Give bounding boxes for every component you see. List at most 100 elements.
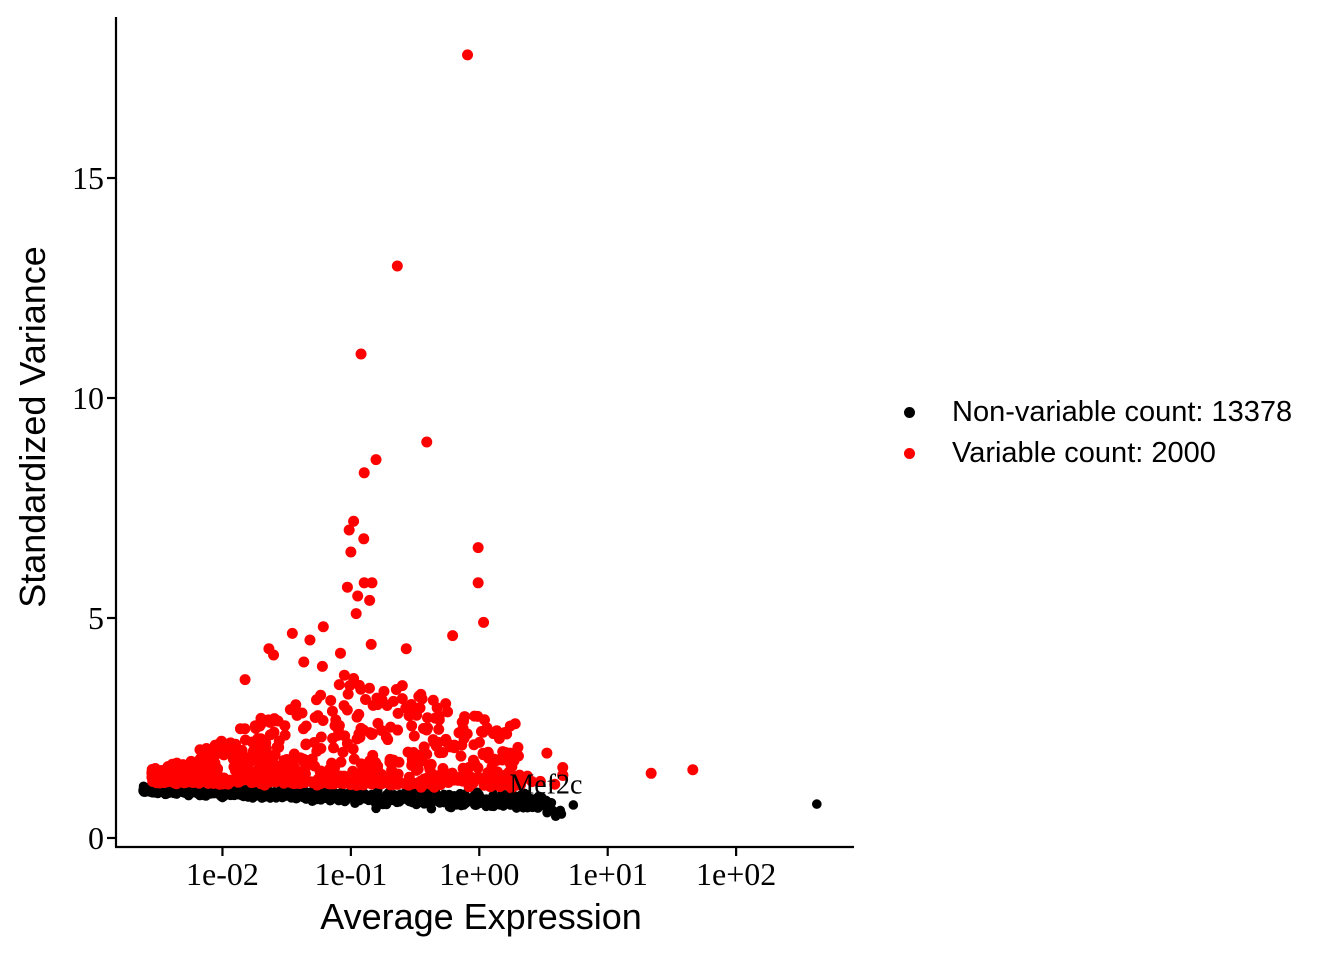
data-point-variable (367, 749, 379, 761)
data-point-variable (358, 577, 370, 589)
data-point-variable (462, 49, 474, 61)
data-point-non-variable (282, 790, 292, 801)
data-point-variable (304, 634, 316, 646)
data-point-non-variable (439, 797, 449, 808)
data-point-non-variable (215, 789, 226, 799)
data-point-variable (447, 630, 459, 642)
data-point-variable (171, 773, 183, 785)
data-point-non-variable (415, 797, 426, 808)
y-tick-label: 5 (88, 600, 104, 636)
data-point-variable (509, 771, 521, 783)
data-point-variable (512, 741, 524, 753)
data-point-variable (232, 776, 244, 788)
data-point-variable (328, 742, 340, 754)
data-point-variable (415, 781, 427, 793)
data-point-variable (284, 704, 296, 716)
data-point-variable (391, 260, 403, 272)
data-point-variable (350, 608, 362, 620)
y-tick-label: 10 (72, 380, 104, 416)
data-point-variable (239, 723, 251, 735)
data-point-variable (418, 741, 430, 753)
data-point-variable (244, 756, 256, 768)
data-point-variable (358, 467, 370, 479)
data-point-variable (351, 711, 363, 723)
data-point-variable (437, 762, 449, 774)
data-point-non-variable (498, 791, 508, 802)
data-point-variable (271, 774, 283, 786)
data-point-variable (207, 748, 219, 760)
data-point-variable (298, 656, 310, 668)
data-point-variable (367, 769, 379, 781)
data-point-variable (341, 737, 353, 749)
data-point-variable (368, 759, 380, 771)
data-point-variable (269, 749, 281, 761)
data-point-variable (472, 771, 484, 783)
x-tick-label: 1e-01 (314, 856, 387, 892)
data-point-variable (366, 728, 378, 740)
data-point-non-variable (474, 789, 484, 800)
data-point-non-variable (555, 805, 566, 816)
data-point-variable (248, 745, 260, 757)
data-point-non-variable (380, 796, 391, 807)
x-tick-label: 1e+00 (439, 856, 519, 892)
legend-label-variable: Variable count: 2000 (952, 437, 1216, 469)
data-point-non-variable (454, 795, 465, 805)
data-point-variable (687, 764, 699, 776)
data-point-variable (433, 723, 445, 735)
data-point-variable (421, 436, 433, 448)
data-point-variable (355, 722, 367, 734)
data-point-variable (345, 546, 357, 558)
data-point-variable (366, 577, 378, 589)
data-point-variable (301, 754, 313, 766)
data-point-variable (363, 682, 375, 694)
y-tick-label: 15 (72, 160, 104, 196)
data-point-non-variable (239, 789, 250, 800)
legend-item-nonvariable: Non-variable count: 13378 (904, 392, 1292, 433)
data-point-variable (400, 643, 412, 655)
data-point-non-variable (328, 791, 339, 802)
data-point-non-variable (367, 791, 378, 801)
data-point-variable (300, 720, 312, 732)
data-point-variable (261, 768, 273, 780)
data-point-variable (459, 711, 471, 723)
data-point-variable (549, 778, 561, 790)
data-point-variable (541, 747, 553, 759)
data-point-variable (387, 695, 399, 707)
data-point-variable (315, 731, 327, 743)
data-point-variable (348, 515, 360, 527)
data-point-variable (394, 776, 406, 788)
data-point-variable (287, 758, 299, 770)
data-point-variable (468, 739, 480, 751)
data-point-variable (208, 767, 220, 779)
data-point-variable (410, 764, 422, 776)
data-point-variable (341, 581, 353, 593)
data-point-variable (457, 763, 469, 775)
data-point-variable (504, 747, 516, 759)
data-point-variable (315, 689, 327, 701)
legend: Non-variable count: 13378 Variable count… (904, 392, 1292, 474)
data-point-variable (333, 679, 345, 691)
data-point-variable (236, 762, 248, 774)
data-point-variable (300, 738, 312, 750)
data-point-variable (165, 762, 177, 774)
data-point-variable (267, 715, 279, 727)
data-point-variable (365, 638, 377, 650)
data-point-variable (364, 594, 376, 606)
data-point-variable (293, 767, 305, 779)
data-point-variable (342, 688, 354, 700)
data-point-variable (534, 775, 546, 787)
data-point-variable (264, 729, 276, 741)
data-point-non-variable (354, 795, 364, 806)
data-point-variable (239, 674, 251, 686)
data-point-variable (456, 739, 468, 751)
legend-label-nonvariable: Non-variable count: 13378 (952, 396, 1293, 428)
data-point-variable (645, 767, 657, 779)
data-point-non-variable (812, 799, 822, 809)
data-point-variable (431, 702, 443, 714)
legend-item-variable: Variable count: 2000 (904, 433, 1292, 474)
data-point-non-variable (292, 792, 303, 803)
data-point-variable (321, 773, 333, 785)
data-point-variable (478, 616, 490, 628)
point-label-mef2c: Mef2c (509, 770, 582, 801)
x-tick-label: 1e+01 (568, 856, 648, 892)
